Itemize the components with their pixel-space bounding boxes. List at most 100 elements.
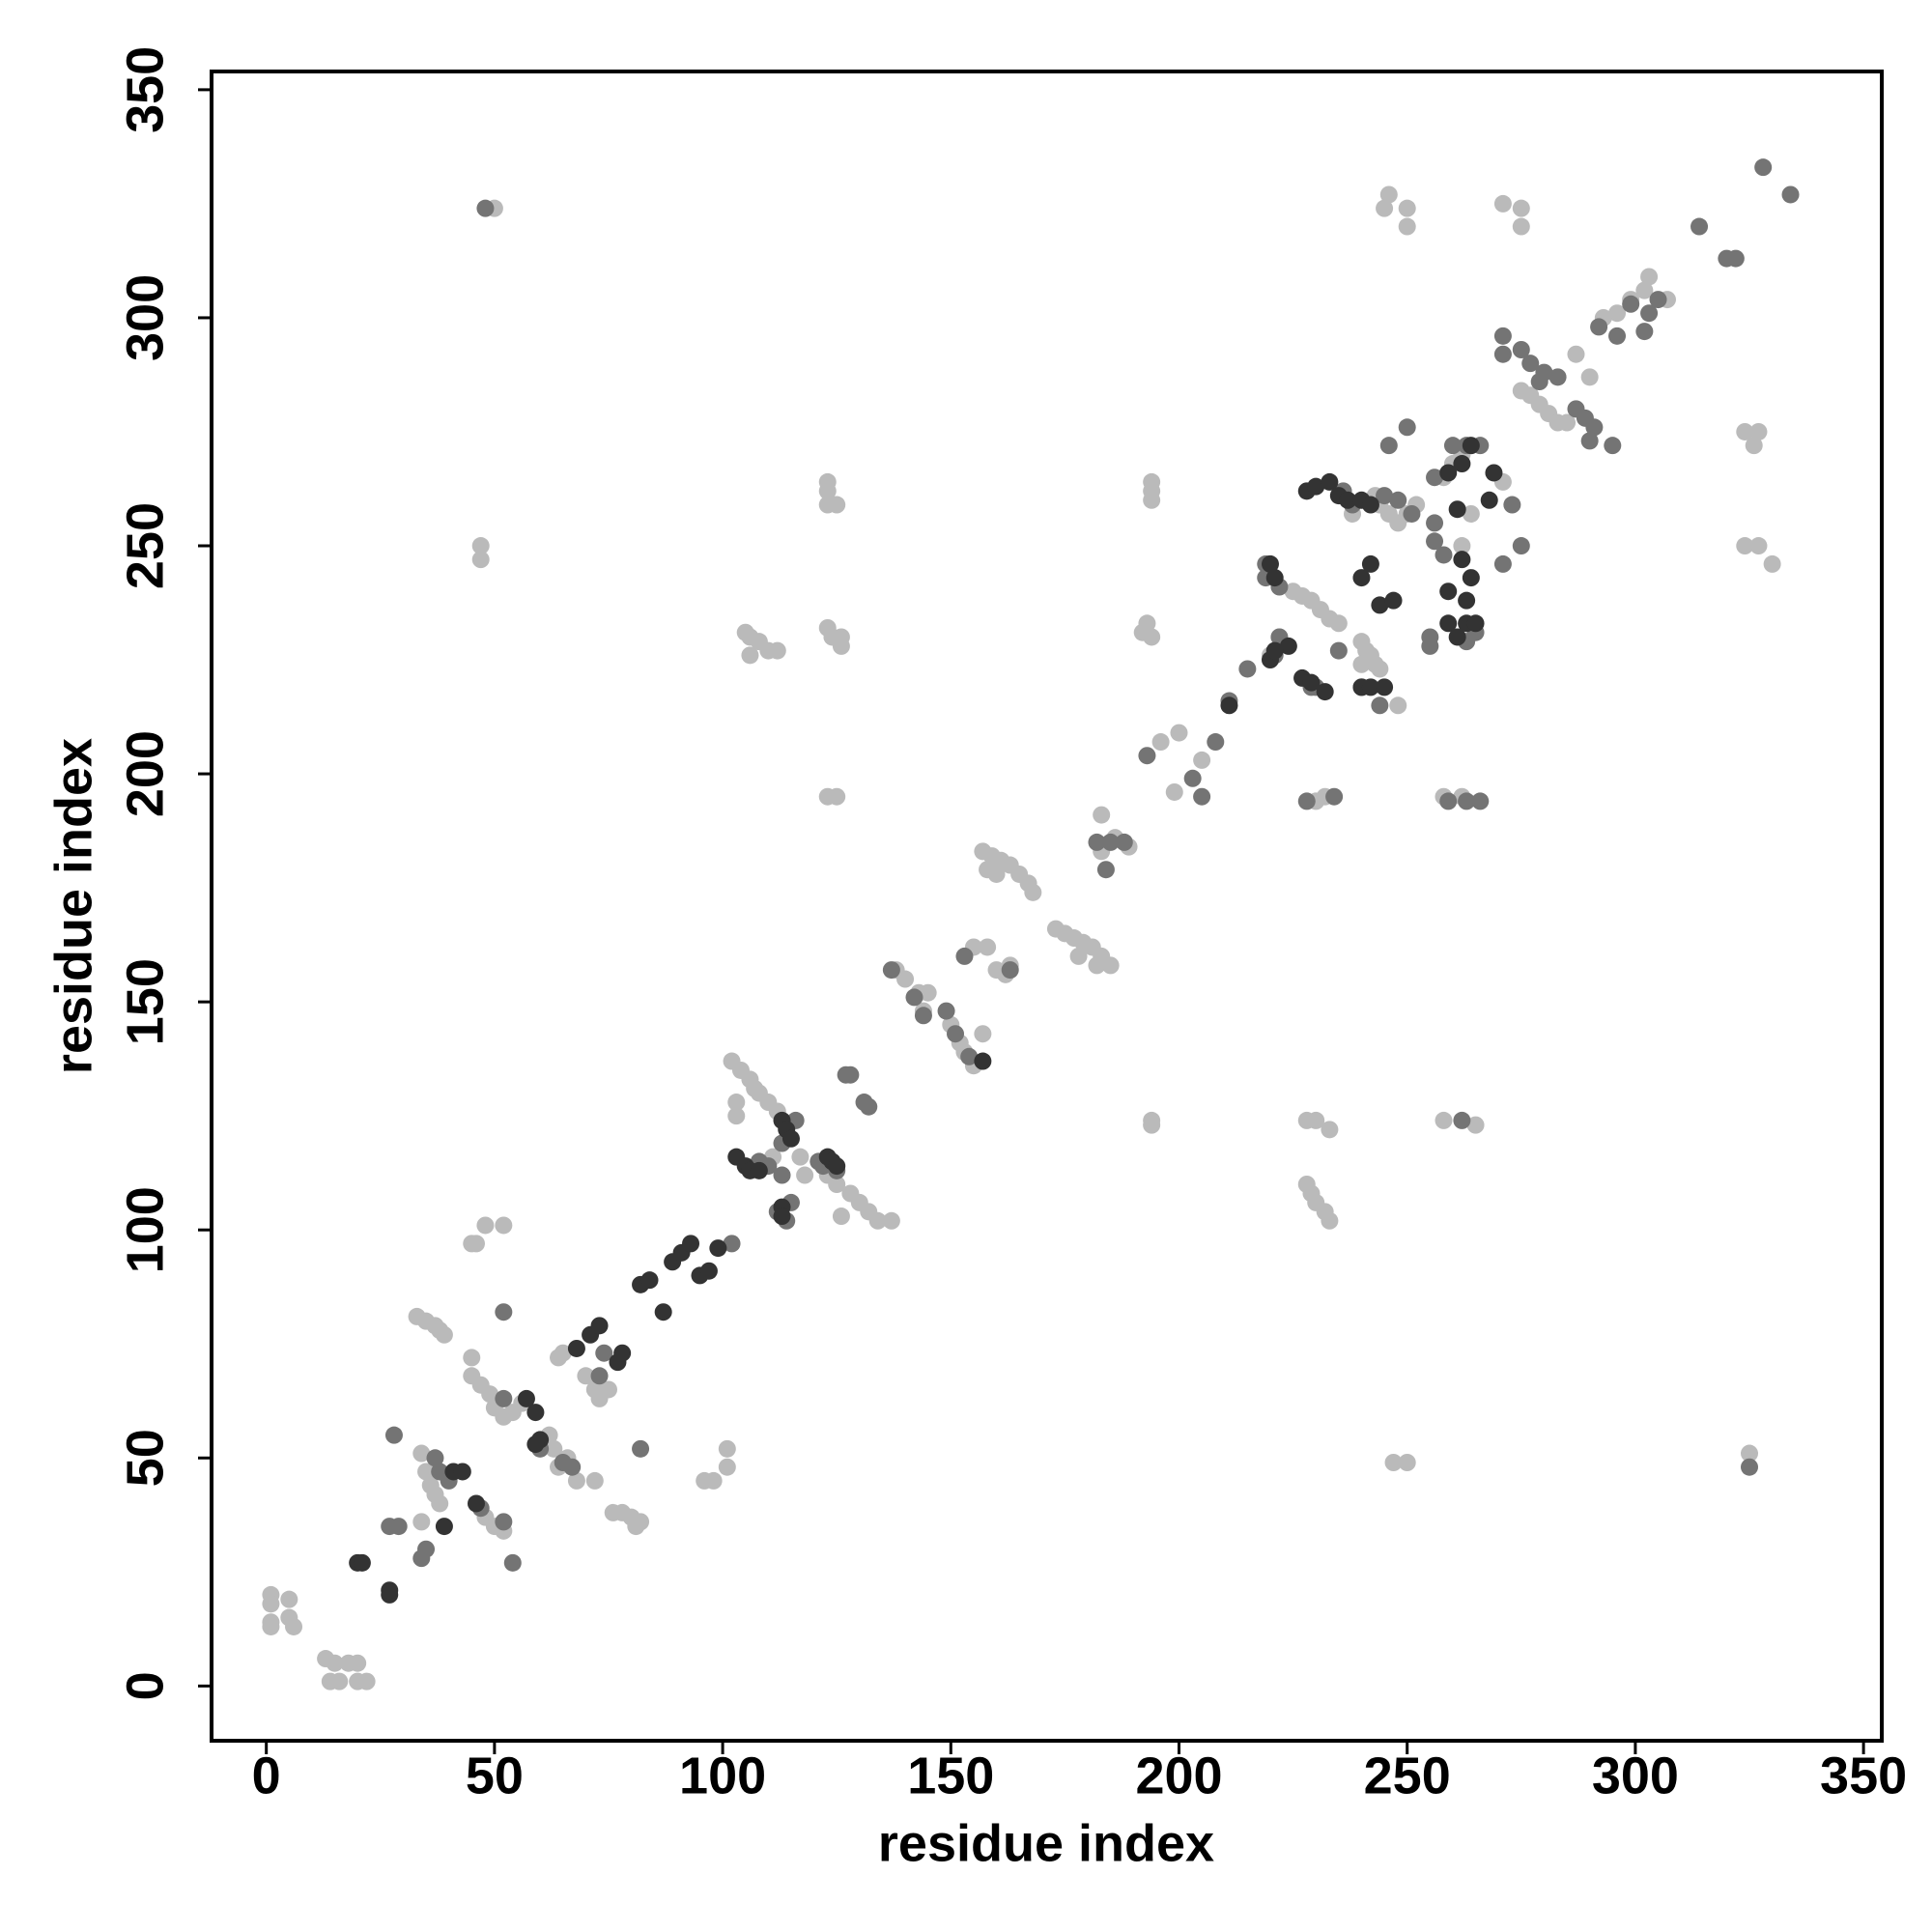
point — [773, 1166, 791, 1184]
point — [1493, 554, 1512, 573]
point — [632, 1439, 650, 1458]
point — [727, 1107, 746, 1125]
point — [495, 1216, 513, 1235]
point — [781, 1129, 800, 1148]
point — [389, 1518, 408, 1536]
point — [841, 1065, 860, 1084]
point — [1316, 683, 1334, 701]
point — [567, 1471, 585, 1490]
point — [1443, 437, 1462, 455]
point — [1453, 551, 1471, 569]
point — [699, 1262, 718, 1280]
y-tick-label: 150 — [116, 958, 174, 1045]
y-tick-label: 250 — [116, 502, 174, 589]
point — [1690, 217, 1709, 236]
point — [1608, 304, 1627, 323]
x-tick-label: 200 — [1135, 1747, 1222, 1804]
y-tick-label: 50 — [116, 1429, 174, 1487]
point — [357, 1672, 376, 1690]
point — [1183, 769, 1202, 787]
point — [1426, 532, 1444, 551]
point — [1426, 469, 1444, 487]
point — [1580, 432, 1599, 450]
point — [563, 1458, 582, 1476]
x-tick-label: 150 — [907, 1747, 994, 1804]
point — [476, 1216, 495, 1235]
point — [1493, 345, 1512, 363]
point — [1548, 368, 1567, 386]
point — [1307, 477, 1325, 496]
point — [627, 1518, 645, 1536]
point — [905, 988, 923, 1007]
point — [882, 1211, 900, 1230]
x-tick-label: 300 — [1592, 1747, 1679, 1804]
point — [1384, 591, 1403, 610]
point — [937, 1002, 955, 1020]
point — [1462, 569, 1480, 587]
point — [495, 1389, 513, 1407]
point — [1530, 373, 1548, 391]
point — [704, 1471, 723, 1490]
point — [1096, 861, 1115, 879]
y-tick-label: 200 — [116, 730, 174, 817]
point — [1403, 504, 1421, 523]
point — [412, 1513, 431, 1531]
point — [1138, 614, 1156, 633]
point — [1101, 833, 1120, 851]
point — [960, 1047, 979, 1065]
point — [1462, 437, 1480, 455]
y-tick-label: 0 — [116, 1671, 174, 1700]
point — [349, 1654, 367, 1672]
point — [1745, 437, 1763, 455]
point — [1448, 628, 1466, 646]
point — [471, 537, 490, 555]
point — [1453, 1111, 1471, 1129]
point — [1493, 327, 1512, 345]
point — [1649, 291, 1667, 309]
point — [1371, 696, 1389, 715]
point — [1462, 504, 1480, 523]
point — [741, 646, 759, 665]
point — [495, 1303, 513, 1321]
point — [1398, 217, 1416, 236]
point — [577, 1367, 595, 1385]
point — [832, 637, 850, 655]
plot-frame — [210, 70, 1884, 1743]
point — [435, 1518, 453, 1536]
point — [1398, 1454, 1416, 1471]
point — [979, 938, 997, 956]
point — [1321, 1211, 1339, 1230]
point — [1512, 217, 1530, 236]
point — [1421, 637, 1439, 655]
point — [1781, 185, 1800, 204]
point — [417, 1463, 436, 1481]
point — [381, 1581, 399, 1600]
point — [1207, 733, 1225, 752]
point — [1439, 792, 1458, 810]
point — [526, 1404, 545, 1422]
point — [750, 1161, 768, 1179]
point — [467, 1494, 485, 1513]
point — [974, 1025, 992, 1043]
point — [1143, 491, 1161, 509]
point — [476, 199, 495, 217]
point — [1485, 464, 1503, 482]
point — [435, 1325, 453, 1344]
point — [426, 1449, 444, 1467]
point — [599, 1380, 617, 1399]
point — [1220, 696, 1238, 715]
point — [1361, 678, 1379, 696]
point — [1558, 413, 1577, 432]
point — [590, 1367, 609, 1385]
point — [868, 1211, 887, 1230]
point — [1193, 751, 1211, 769]
point — [1480, 491, 1498, 509]
point — [818, 482, 837, 500]
point — [1458, 591, 1476, 610]
point — [709, 1239, 727, 1258]
point — [467, 1235, 485, 1253]
point — [1297, 1111, 1316, 1129]
point — [417, 1540, 436, 1558]
point — [1741, 1458, 1759, 1476]
